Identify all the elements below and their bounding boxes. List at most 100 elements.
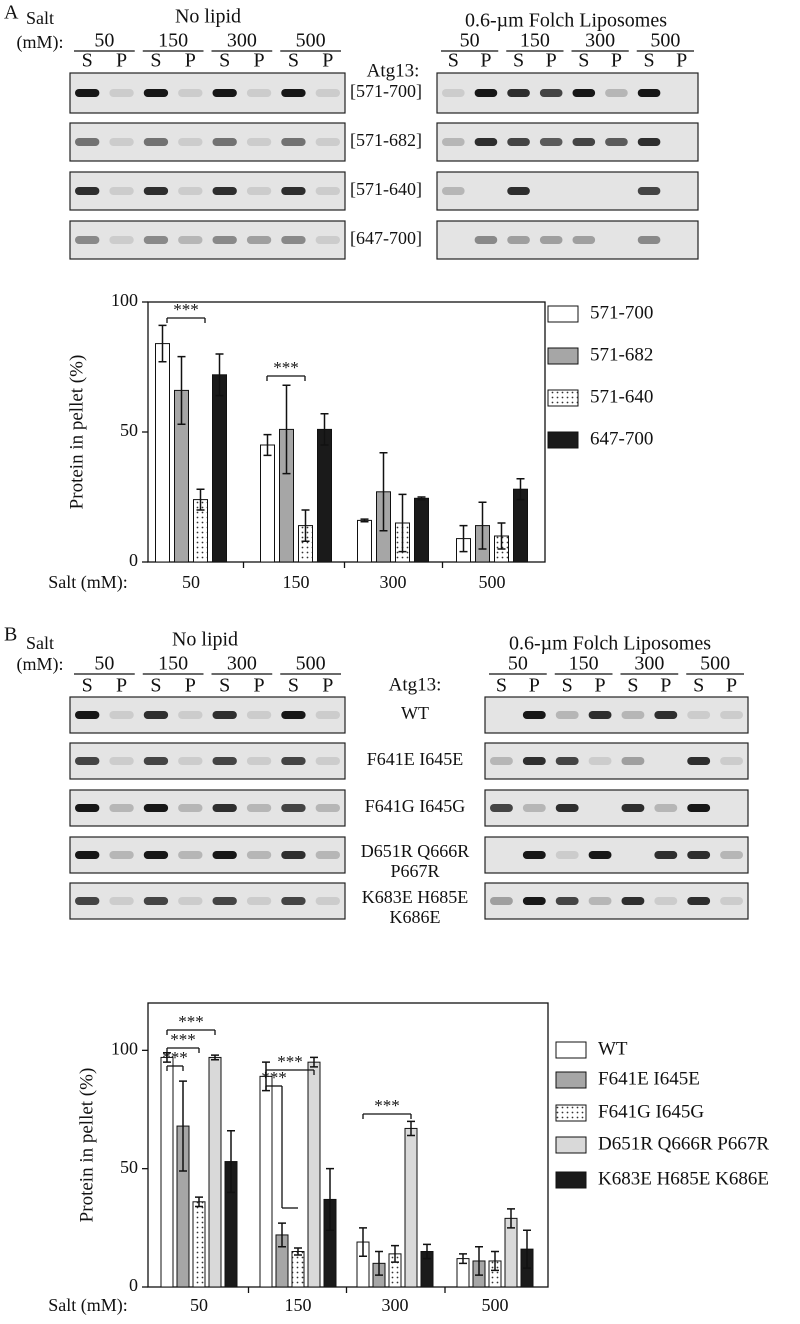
band [75, 138, 100, 146]
bar [504, 1217, 518, 1288]
salt-value: 150 [158, 30, 188, 52]
band [555, 897, 579, 905]
band [507, 138, 530, 146]
error-bar [360, 518, 369, 523]
lane-label: P [185, 675, 196, 697]
band [474, 138, 498, 146]
salt-value: 150 [569, 653, 599, 675]
band [490, 897, 513, 905]
error-bar [263, 433, 272, 457]
band [539, 89, 563, 97]
band [143, 897, 169, 905]
significance-label: *** [170, 1030, 196, 1049]
error-bar [491, 1250, 499, 1272]
band [605, 89, 628, 97]
salt-value: 50 [508, 653, 528, 675]
band [75, 187, 100, 195]
band [720, 851, 743, 859]
error-bar [211, 1054, 219, 1061]
salt-value: 300 [227, 653, 257, 675]
no-lipid-title: No lipid [175, 6, 241, 28]
band [178, 897, 203, 905]
band [315, 897, 340, 905]
lane-label: S [219, 50, 230, 72]
bar [155, 343, 170, 563]
band [474, 236, 498, 244]
lane-label: S [627, 675, 638, 697]
band [588, 851, 612, 859]
band [588, 757, 612, 765]
band [654, 804, 678, 812]
band [109, 897, 134, 905]
bar [414, 497, 429, 563]
band [143, 757, 169, 765]
band [212, 187, 237, 195]
y-tick-label: 50 [120, 1157, 138, 1177]
band [75, 711, 100, 719]
salt-value: 300 [585, 30, 615, 52]
band [490, 804, 513, 812]
band [178, 851, 203, 859]
no-lipid-title: No lipid [172, 629, 238, 651]
band [720, 897, 743, 905]
x-tick-label: 150 [285, 1295, 312, 1315]
band [507, 187, 530, 195]
x-tick-label: 150 [283, 572, 310, 592]
band [212, 138, 237, 146]
band [315, 851, 340, 859]
error-bar [391, 1244, 399, 1263]
band [109, 138, 134, 146]
band [522, 851, 546, 859]
blot [436, 220, 699, 260]
band [212, 711, 237, 719]
salt-value: 50 [94, 30, 114, 52]
panel-letter: B [4, 624, 17, 646]
band [212, 89, 237, 97]
bar [260, 444, 275, 563]
band [143, 851, 169, 859]
band [687, 851, 711, 859]
significance-label: *** [374, 1096, 400, 1115]
band [178, 138, 203, 146]
legend-swatch [547, 347, 579, 365]
band [720, 711, 743, 719]
bar [307, 1061, 321, 1288]
error-bar [158, 324, 167, 363]
band [507, 236, 530, 244]
band [654, 851, 678, 859]
lane-label: P [595, 675, 606, 697]
lane-label: P [322, 50, 333, 72]
band [522, 897, 546, 905]
band [143, 187, 169, 195]
bar [160, 1056, 174, 1288]
band [212, 897, 237, 905]
band [621, 897, 645, 905]
band [281, 897, 306, 905]
lane-label: P [116, 50, 127, 72]
band [246, 187, 272, 195]
band [315, 711, 340, 719]
lane-label: S [82, 675, 93, 697]
band [507, 89, 530, 97]
y-tick-label: 100 [111, 290, 138, 310]
y-tick-label: 0 [129, 550, 138, 570]
band [442, 89, 465, 97]
error-bar [398, 493, 407, 553]
band [281, 89, 306, 97]
error-bar [227, 1130, 235, 1194]
band [281, 187, 306, 195]
lane-label: S [562, 675, 573, 697]
row-label: [571-682] [350, 130, 422, 150]
band [687, 757, 711, 765]
legend-label: 571-640 [590, 386, 653, 407]
band [315, 89, 340, 97]
error-bar [478, 501, 487, 550]
salt-value: 300 [634, 653, 664, 675]
band [687, 897, 711, 905]
salt-value: 500 [296, 653, 326, 675]
band [522, 757, 546, 765]
legend-label: 571-682 [590, 344, 653, 365]
error-bar [196, 488, 205, 511]
band [75, 897, 100, 905]
band [281, 711, 306, 719]
